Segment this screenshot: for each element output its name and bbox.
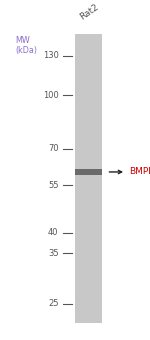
Text: Rat2: Rat2 [78,3,100,22]
Text: 70: 70 [48,144,58,153]
Text: 130: 130 [43,51,58,60]
Bar [75,34,102,323]
Text: MW
(kDa): MW (kDa) [15,36,37,55]
Text: 35: 35 [48,249,58,258]
Text: 100: 100 [43,90,58,100]
Text: 40: 40 [48,228,58,238]
Text: 55: 55 [48,181,58,189]
Text: 25: 25 [48,299,58,308]
Bar [75,169,102,175]
Text: BMPR1B: BMPR1B [129,168,150,176]
